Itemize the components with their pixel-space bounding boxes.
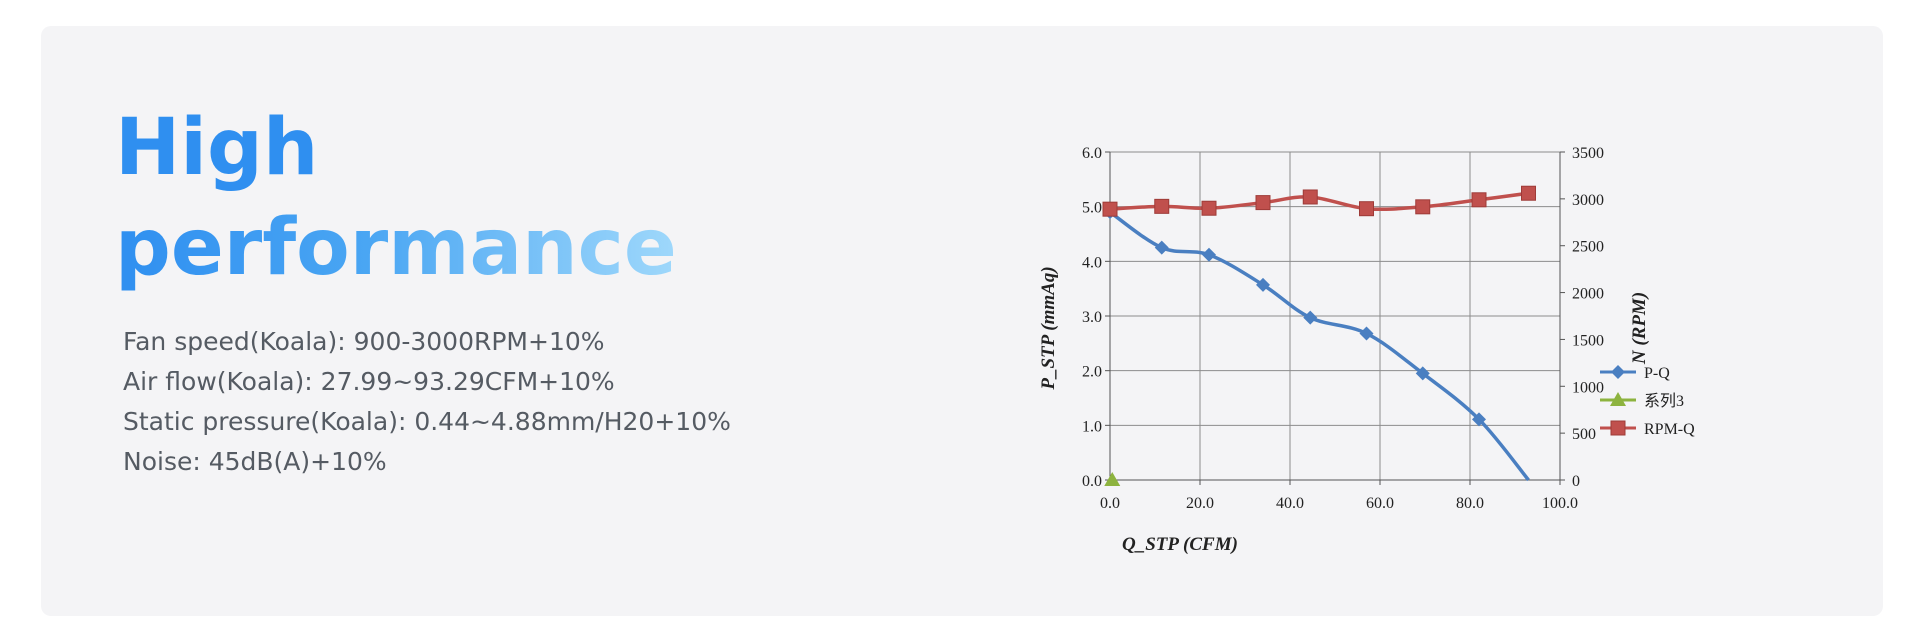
rpm-point [1415,199,1431,215]
pq-point [1303,310,1318,325]
y-tick-label: 3.0 [1082,309,1102,326]
legend-marker-series3 [1610,392,1626,406]
rpm-point [1521,185,1536,201]
rpm-point [1359,201,1374,217]
y2-tick-label: 500 [1572,426,1596,443]
pq-point [1359,326,1374,341]
rpm-point [1154,198,1170,214]
y2-tick-label: 1000 [1572,379,1604,396]
spec-fan-speed: Fan speed(Koala): 900-3000RPM+10% [123,327,605,356]
legend-label-rpm: RPM-Q [1644,421,1695,438]
y-tick-label: 2.0 [1082,364,1102,381]
y2-tick-label: 3000 [1572,192,1604,209]
pq-chart: 0.0 1.0 2.0 3.0 4.0 5.0 6.0 0.0 20.0 40.0 60.0 80.0… [1038,145,1695,555]
y2-tick-label: 0 [1572,473,1580,490]
legend-marker-rpm [1610,420,1626,436]
chart-ticks: 0.0 1.0 2.0 3.0 4.0 5.0 6.0 0.0 20.0 40.0 60.0 80.0… [1082,145,1604,512]
y-tick-label: 4.0 [1082,254,1102,271]
legend-label-series3: 系列3 [1644,392,1684,410]
series3-point [1104,472,1121,486]
y2-tick-label: 3500 [1572,145,1604,162]
rpm-point [1201,200,1217,216]
headline-line-1: High [115,103,319,193]
x-tick-label: 80.0 [1456,495,1484,512]
y-tick-label: 1.0 [1082,418,1102,435]
pq-point [1415,366,1430,381]
y2-tick-label: 2000 [1572,286,1604,303]
y-axis-label: P_STP (mmAq) [1038,266,1059,390]
x-tick-label: 20.0 [1186,495,1214,512]
spec-air-flow: Air flow(Koala): 27.99~93.29CFM+10% [123,367,615,396]
headline-line-2: performance [115,198,677,298]
spec-noise: Noise: 45dB(A)+10% [123,447,387,476]
pq-point [1202,247,1216,262]
spec-list: Fan speed(Koala): 900-3000RPM+10% Air fl… [123,322,731,482]
y2-tick-label: 1500 [1572,332,1604,349]
x-axis-label: Q_STP (CFM) [1122,534,1238,555]
x-tick-label: 100.0 [1542,495,1578,512]
pq-point [1256,277,1270,292]
pq-line [1108,210,1530,482]
y2-axis-label: N (RPM) [1629,292,1650,365]
pq-point [1154,240,1169,255]
x-tick-label: 60.0 [1366,495,1394,512]
y-tick-label: 0.0 [1082,473,1102,490]
chart-plot [1102,185,1536,486]
y-tick-label: 5.0 [1082,200,1102,217]
spec-card [41,26,1883,616]
x-tick-label: 0.0 [1100,495,1120,512]
headline: High performance [115,98,677,298]
legend-marker-pq [1611,365,1625,379]
x-tick-label: 40.0 [1276,495,1304,512]
rpm-point [1302,189,1318,205]
rpm-point [1471,192,1487,208]
rpm-point [1255,195,1271,211]
rpm-point [1102,201,1118,217]
chart-legend: P-Q 系列3 RPM-Q [1600,365,1695,438]
pq-point [1472,412,1486,427]
spec-static-pressure: Static pressure(Koala): 0.44~4.88mm/H20+… [123,407,731,436]
y2-tick-label: 2500 [1572,239,1604,256]
legend-label-pq: P-Q [1644,365,1670,382]
y-tick-label: 6.0 [1082,145,1102,162]
